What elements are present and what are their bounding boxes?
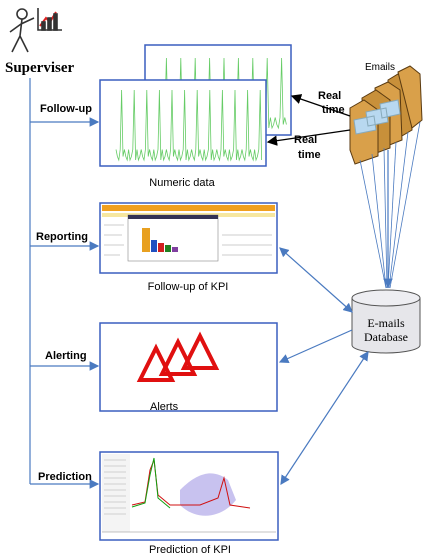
step-caption: Follow-up of KPI [148,281,229,293]
db-link [281,352,368,484]
step-label: Prediction [38,471,92,483]
supervisor-icon [10,8,62,52]
supervisor-label: Superviser [5,60,75,76]
db-link [280,248,352,312]
step-caption: Prediction of KPI [149,544,231,556]
diagram: Superviser Follow-up Reporting Alerting … [0,0,425,559]
email-envelopes [350,66,422,164]
step-caption: Alerts [150,401,179,413]
step-caption: Numeric data [149,177,215,189]
emails-label: Emails [365,62,395,73]
step-label: Alerting [45,350,87,362]
db-link [280,330,352,362]
step-label: Reporting [36,231,88,243]
step-label: Follow-up [40,103,92,115]
